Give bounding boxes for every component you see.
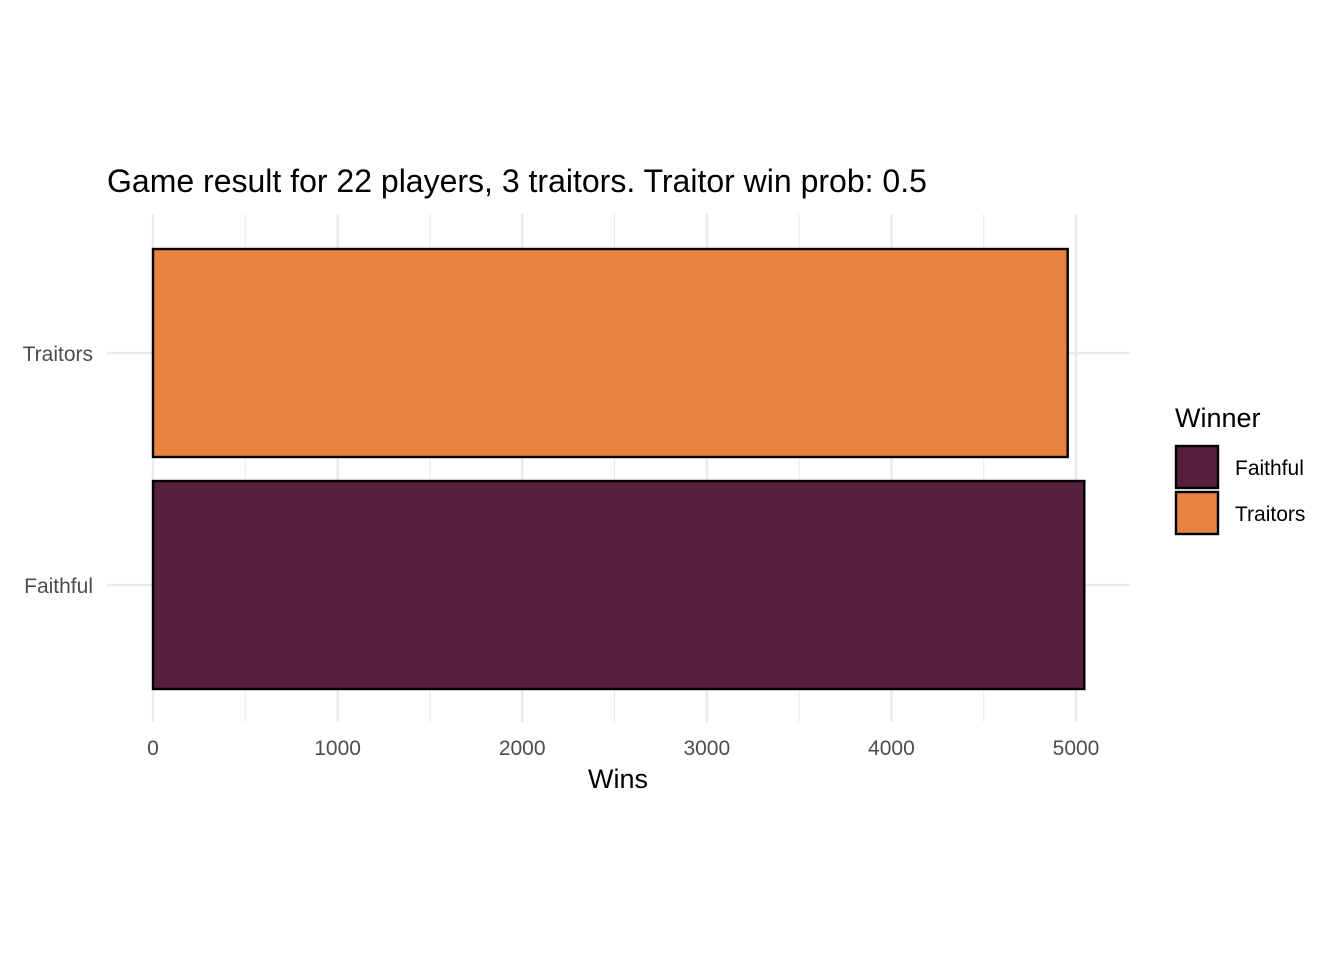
x-tick-labels: 0 1000 2000 3000 4000 5000 bbox=[147, 737, 1099, 760]
x-tick-label: 1000 bbox=[314, 737, 361, 760]
bar-traitors bbox=[151, 247, 1069, 459]
legend-label-traitors: Traitors bbox=[1235, 503, 1305, 526]
y-tick-label: Traitors bbox=[23, 343, 93, 366]
y-tick-label: Faithful bbox=[24, 575, 93, 598]
legend-swatch-faithful bbox=[1174, 444, 1220, 490]
bars bbox=[151, 247, 1086, 691]
x-tick-label: 4000 bbox=[868, 737, 915, 760]
legend: Winner Faithful Traitors bbox=[1174, 403, 1305, 536]
chart-title: Game result for 22 players, 3 traitors. … bbox=[107, 163, 927, 199]
x-tick-label: 3000 bbox=[683, 737, 730, 760]
bar-faithful bbox=[151, 479, 1086, 691]
legend-swatch-traitors bbox=[1174, 490, 1220, 536]
legend-title: Winner bbox=[1175, 403, 1261, 433]
x-tick-label: 5000 bbox=[1053, 737, 1100, 760]
legend-label-faithful: Faithful bbox=[1235, 457, 1304, 480]
y-tick-labels: Faithful Traitors bbox=[23, 343, 93, 598]
x-tick-label: 2000 bbox=[499, 737, 546, 760]
x-axis-title: Wins bbox=[588, 764, 648, 794]
x-tick-label: 0 bbox=[147, 737, 159, 760]
